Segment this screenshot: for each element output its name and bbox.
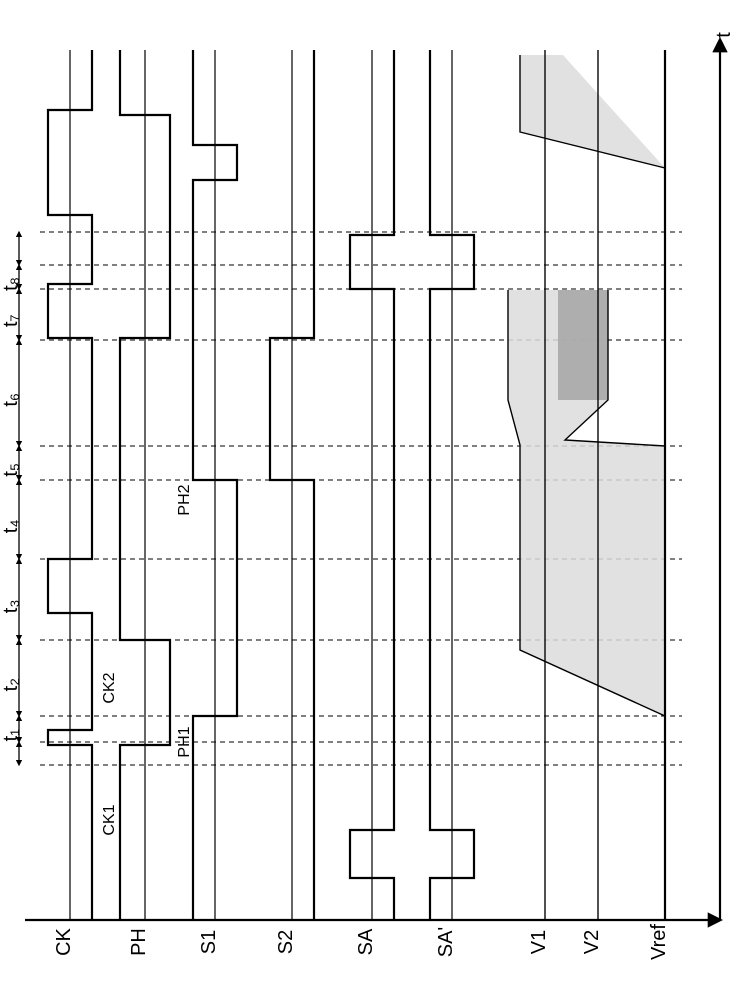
track-label-S2: S2 — [275, 930, 297, 954]
track-label-Vref: Vref — [648, 924, 670, 960]
time-span-label: t₃ — [0, 600, 22, 614]
time-span-label: t₄ — [0, 520, 22, 534]
v1-shade-top — [520, 55, 665, 168]
time-span-label: t₂ — [0, 678, 22, 691]
time-span-label: t₇ — [0, 314, 22, 327]
track-label-PH: PH — [128, 928, 150, 956]
v2-shade-dark — [558, 290, 608, 400]
analog-shade-group — [508, 55, 665, 716]
track-label-SAp: SA' — [435, 927, 457, 958]
track-label-V1: V1 — [528, 930, 550, 954]
time-span-label: t₁ — [0, 729, 22, 742]
track-label-CK: CK — [53, 927, 75, 955]
track-label-S1: S1 — [198, 930, 220, 954]
track-label-SA: SA — [355, 928, 377, 955]
time-span-label: t₅ — [0, 463, 22, 477]
time-span-label: t₈ — [0, 277, 22, 291]
t-axis-label: t — [713, 32, 735, 38]
inline-label-ph2: PH2 — [176, 484, 193, 515]
time-span-label: t₆ — [0, 393, 22, 407]
track-label-V2: V2 — [581, 930, 603, 954]
inline-label-ck1: CK1 — [101, 804, 118, 835]
inline-label-ck2: CK2 — [101, 672, 118, 703]
inline-label-ph1: PH1 — [176, 726, 193, 757]
